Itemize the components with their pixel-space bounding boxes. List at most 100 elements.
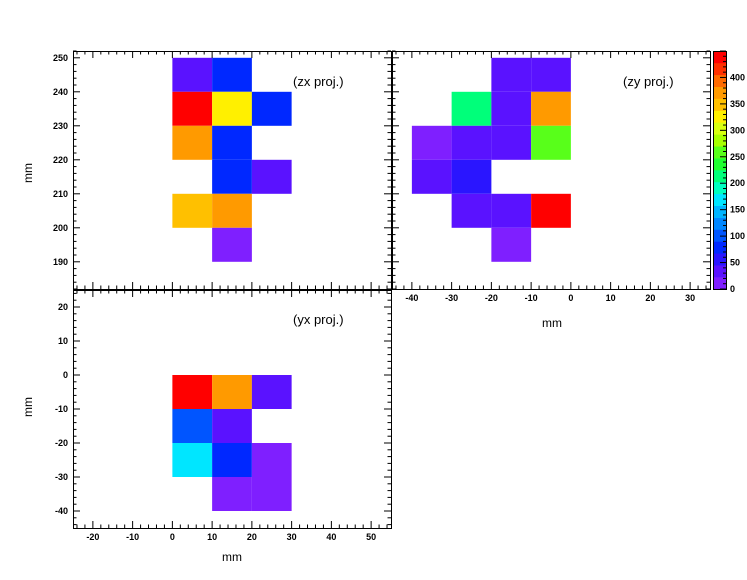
zx-y-tick-label: 210 [53,189,68,199]
colorbar-tick-label: 150 [730,205,745,215]
zy-heatmap-cell [491,125,532,160]
zx-heatmap-cell [212,227,252,262]
zy-x-tick-label: -20 [485,293,498,303]
zx-heatmap-cell [251,91,292,126]
yx-x-tick-label: 10 [207,532,217,542]
yx-ticks: -20 -10 0 10 20 30 40 50 -40 -30 -20 -10 0 10 20 [55,290,391,542]
zx-y-axis-title: mm [21,163,35,183]
yx-y-axis-title: mm [21,397,35,417]
yx-x-tick-label: 0 [170,532,175,542]
colorbar-segment [713,181,726,195]
colorbar-segment [713,110,726,123]
colorbar-segment [713,86,726,99]
yx-x-tick-label: 50 [366,532,376,542]
zy-panel-title: (zy proj.) [623,74,674,89]
zy-ticks: -40 -30 -20 -10 0 10 20 30 [392,50,710,303]
yx-y-tick-label: -20 [55,438,68,448]
zx-y-tick-label: 200 [53,223,68,233]
zx-y-tick-label: 220 [53,155,68,165]
zy-x-tick-label: -10 [525,293,538,303]
yx-heatmap-cell [212,375,252,409]
zy-x-tick-label: 0 [568,293,573,303]
colorbar-tick-label: 50 [730,258,740,268]
colorbar-segment [713,217,726,230]
zx-ticks: 190 200 210 220 230 240 250 [53,50,391,290]
zx-y-tick-label: 240 [53,87,68,97]
yx-cells [172,375,292,511]
zx-heatmap-cell [251,159,292,194]
zx-y-tick-label: 190 [53,257,68,267]
zy-x-tick-label: 20 [645,293,655,303]
yx-heatmap-cell [251,375,292,409]
yx-y-tick-label: -40 [55,506,68,516]
yx-x-tick-label: 30 [287,532,297,542]
yx-x-tick-label: -20 [86,532,99,542]
colorbar-segment [713,74,726,87]
yx-x-tick-label: 40 [326,532,336,542]
zx-panel-title: (zx proj.) [293,74,344,89]
zy-heatmap-cell [411,159,452,194]
zy-x-tick-label: -30 [445,293,458,303]
colorbar-segment [713,229,726,242]
zy-heatmap-cell [531,193,571,228]
colorbar-segment [713,241,726,254]
zy-heatmap-cell [531,125,571,160]
zy-heatmap-cell [411,125,452,160]
color-scale-bar: 0 50 100 150 200 250 300 350 400 [713,50,745,294]
colorbar-tick-label: 400 [730,72,745,82]
zx-y-tick-label: 230 [53,121,68,131]
zx-heatmap-cell [172,91,213,126]
zy-cells [411,57,571,262]
zx-heatmap-cell [172,193,213,228]
colorbar-tick-label: 100 [730,231,745,241]
colorbar-segment [713,193,726,206]
zx-heatmap-cell [212,159,252,194]
colorbar-segment [713,122,726,135]
zx-heatmap-cell [212,125,252,160]
yx-y-tick-label: 20 [58,302,68,312]
panel-zx: 190 200 210 220 230 240 250 (zx proj.) mm [21,50,392,290]
zx-plot-frame [73,51,392,290]
zy-x-axis-title: mm [542,316,562,330]
yx-heatmap-cell [251,443,292,477]
zx-y-tick-label: 250 [53,53,68,63]
zy-heatmap-cell [531,91,571,126]
yx-y-tick-label: 0 [63,370,68,380]
colorbar-segment [713,170,726,183]
zy-heatmap-cell [491,57,532,92]
colorbar-tick-label: 300 [730,125,745,135]
yx-y-tick-label: -30 [55,472,68,482]
colorbar-tick-label: 0 [730,284,735,294]
yx-heatmap-cell [212,443,252,477]
zy-x-tick-label: 30 [685,293,695,303]
colorbar-segment [713,158,726,171]
yx-x-axis-title: mm [222,550,242,564]
yx-heatmap-cell [172,375,213,409]
zy-x-tick-label: -40 [405,293,418,303]
zy-heatmap-cell [451,125,492,160]
zy-heatmap-cell [491,227,532,262]
zy-x-tick-label: 10 [606,293,616,303]
zy-heatmap-cell [531,57,571,92]
colorbar-tick-label: 350 [730,99,745,109]
yx-heatmap-cell [172,443,213,477]
yx-heatmap-cell [251,477,292,511]
zy-heatmap-cell [491,91,532,126]
yx-x-tick-label: -10 [126,532,139,542]
colorbar-segment [713,253,726,266]
colorbar-segment [713,205,726,218]
zy-heatmap-cell [451,91,492,126]
yx-y-tick-label: 10 [58,336,68,346]
zy-heatmap-cell [451,193,492,228]
colorbar-segment [713,277,726,290]
colorbar-segment [713,134,726,147]
zx-cells [172,57,292,262]
zy-plot-frame [392,51,711,290]
zy-heatmap-cell [491,193,532,228]
panel-zy: -40 -30 -20 -10 0 10 20 30 (zy proj.) mm [392,50,711,330]
colorbar-segment [713,62,726,76]
colorbar-segment [713,98,726,111]
yx-panel-title: (yx proj.) [293,312,344,327]
panel-yx: -20 -10 0 10 20 30 40 50 -40 -30 -20 -10 0 10 20 (yx p… [21,290,392,564]
